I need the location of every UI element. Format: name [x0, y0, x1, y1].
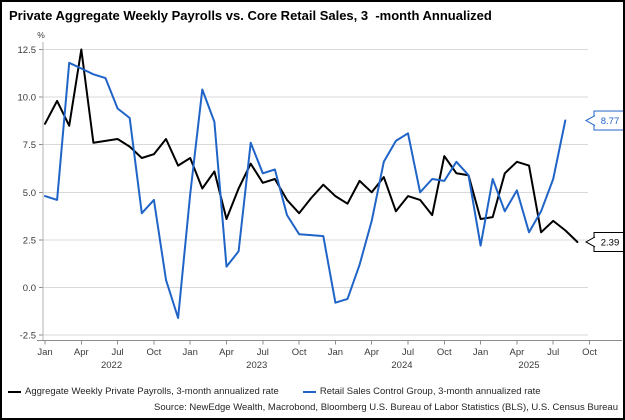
- y-tick-label: 10.0: [18, 93, 37, 104]
- year-label: 2022: [101, 360, 122, 371]
- year-label: 2024: [391, 360, 412, 371]
- x-tick-label: Jul: [112, 347, 124, 358]
- x-tick-label: Jul: [402, 347, 414, 358]
- legend-item-retail: Retail Sales Control Group, 3-month annu…: [302, 386, 541, 397]
- source-note: Source: NewEdge Wealth, Macrobond, Bloom…: [154, 402, 618, 413]
- x-tick-label: Oct: [437, 347, 452, 358]
- x-tick-label: Jan: [183, 347, 198, 358]
- year-label: 2025: [518, 360, 539, 371]
- y-tick-label: -2.5: [20, 331, 36, 342]
- end-value-label-retail: 8.77: [601, 116, 620, 127]
- legend: Aggregate Weekly Private Payrolls, 3-mon…: [8, 386, 565, 397]
- y-tick-label: 0.0: [23, 283, 36, 294]
- legend-item-payrolls: Aggregate Weekly Private Payrolls, 3-mon…: [8, 386, 279, 397]
- payrolls-line: [44, 48, 579, 243]
- y-tick-label: 12.5: [18, 45, 37, 56]
- x-tick-label: Apr: [364, 347, 379, 358]
- x-tick-label: Apr: [510, 347, 525, 358]
- payrolls-line-swatch: [8, 390, 21, 393]
- retail-line: [44, 61, 567, 319]
- x-tick-label: Oct: [147, 347, 162, 358]
- x-tick-label: Oct: [292, 347, 307, 358]
- x-tick-label: Jan: [328, 347, 343, 358]
- chart-title: Private Aggregate Weekly Payrolls vs. Co…: [9, 8, 492, 23]
- x-tick-label: Apr: [74, 347, 89, 358]
- y-tick-label: 5.0: [23, 188, 36, 199]
- legend-label-retail: Retail Sales Control Group, 3-month annu…: [319, 386, 541, 397]
- x-tick-label: Jan: [473, 347, 488, 358]
- end-value-pointer-payrolls: [584, 236, 596, 248]
- x-tick-label: Oct: [582, 347, 597, 358]
- end-value-label-payrolls: 2.39: [601, 237, 620, 248]
- y-axis-unit-label: %: [37, 30, 45, 40]
- y-tick-label: 7.5: [23, 140, 36, 151]
- x-tick-label: Jan: [37, 347, 52, 358]
- legend-label-payrolls: Aggregate Weekly Private Payrolls, 3-mon…: [25, 386, 279, 397]
- y-tick-label: 2.5: [23, 235, 36, 246]
- year-label: 2023: [246, 360, 267, 371]
- x-tick-label: Apr: [219, 347, 234, 358]
- x-tick-label: Jul: [257, 347, 269, 358]
- end-value-pointer-retail: [584, 115, 596, 126]
- retail-line-swatch: [302, 390, 316, 393]
- x-tick-label: Jul: [547, 347, 559, 358]
